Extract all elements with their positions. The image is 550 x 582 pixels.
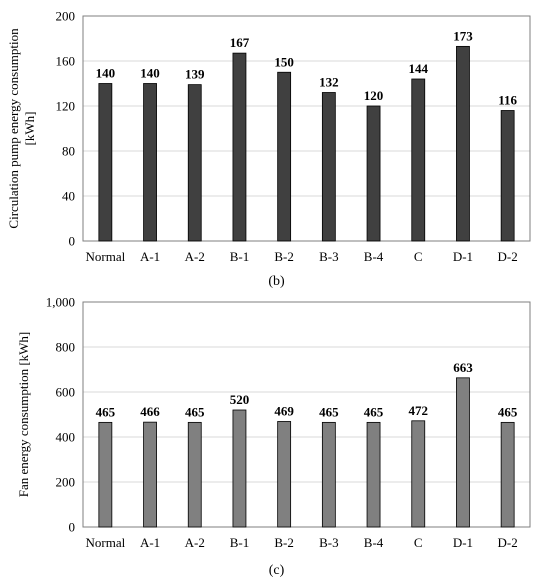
x-tick-label: B-1 (230, 535, 250, 550)
x-tick-label: A-2 (185, 535, 205, 550)
plot-frame (82, 15, 531, 242)
y-tick-label: 120 (56, 99, 76, 114)
bar-B-2 (277, 421, 292, 528)
bar-B-2 (277, 71, 292, 242)
y-tick-label: 0 (69, 234, 76, 249)
x-tick-label: A-1 (140, 535, 160, 550)
data-label: 465 (498, 404, 518, 419)
bar-D-1 (456, 45, 470, 242)
bar-A-1 (143, 83, 157, 242)
data-label: 466 (140, 404, 160, 419)
panel-label: (c) (269, 563, 285, 578)
x-tick-label: D-1 (453, 249, 473, 264)
data-label: 139 (185, 67, 205, 82)
y-tick-label: 400 (56, 430, 76, 445)
data-label: 173 (453, 28, 473, 43)
data-label: 120 (364, 88, 384, 103)
x-tick-label: C (414, 535, 423, 550)
bar-C (411, 78, 426, 242)
y-tick-label: 600 (56, 385, 76, 400)
plot-frame (82, 301, 531, 528)
bar-B-3 (321, 421, 336, 528)
data-label: 140 (140, 66, 160, 81)
x-tick-label: B-2 (274, 535, 294, 550)
x-tick-label: B-4 (364, 535, 384, 550)
data-label: 472 (409, 403, 429, 418)
y-tick-label: 80 (62, 144, 75, 159)
bar-D-2 (500, 421, 515, 528)
chart-panel-1: 0 40 80 120 160 200 140 Normal 140 A-1 139 A-2 167 B-… (6, 9, 531, 289)
x-tick-label: C (414, 249, 423, 264)
bar-Normal (98, 421, 113, 528)
data-label: 663 (453, 360, 473, 375)
bar-Normal (98, 83, 113, 242)
y-axis-label: Circulation pump energy consumption[kWh] (6, 28, 37, 229)
data-label: 520 (230, 392, 250, 407)
bar-A-1 (143, 421, 157, 528)
data-label: 150 (274, 54, 294, 69)
data-label: 465 (96, 404, 116, 419)
bar-C (411, 420, 426, 528)
bar-B-4 (366, 105, 381, 242)
x-tick-label: B-4 (364, 249, 384, 264)
y-tick-label: 200 (56, 475, 76, 490)
bar-A-2 (187, 421, 202, 528)
bar-B-3 (321, 92, 336, 242)
y-tick-label: 200 (56, 9, 76, 24)
x-tick-label: D-1 (453, 535, 473, 550)
y-tick-label: 800 (56, 340, 76, 355)
data-label: 132 (319, 75, 339, 90)
data-label: 465 (319, 404, 339, 419)
bar-A-2 (187, 84, 202, 242)
y-tick-label: 1,000 (46, 295, 75, 310)
x-tick-label: A-2 (185, 249, 205, 264)
x-tick-label: Normal (85, 249, 125, 264)
bar-B-1 (232, 52, 247, 242)
x-tick-label: D-2 (498, 249, 518, 264)
bar-D-2 (500, 110, 515, 242)
x-tick-label: B-3 (319, 535, 339, 550)
data-label: 469 (274, 403, 294, 418)
bar-B-1 (232, 409, 247, 528)
bar-B-4 (366, 421, 381, 528)
data-label: 465 (185, 404, 205, 419)
panel-label: (b) (268, 274, 285, 289)
chart-panel-2: 0 200 400 600 800 1,000 465 Normal 466 A-1 465 A-2 5… (16, 295, 531, 578)
data-label: 167 (230, 35, 250, 50)
x-tick-label: B-1 (230, 249, 250, 264)
data-label: 140 (96, 66, 116, 81)
data-label: 116 (498, 93, 517, 108)
y-tick-label: 40 (62, 189, 75, 204)
y-tick-label: 160 (56, 54, 76, 69)
y-axis-label: Fan energy consumption [kWh] (16, 332, 31, 497)
x-tick-label: Normal (85, 535, 125, 550)
data-label: 465 (364, 404, 384, 419)
x-tick-label: B-3 (319, 249, 339, 264)
x-tick-label: A-1 (140, 249, 160, 264)
x-tick-label: B-2 (274, 249, 294, 264)
y-tick-label: 0 (69, 520, 76, 535)
x-tick-label: D-2 (498, 535, 518, 550)
bar-D-1 (456, 377, 470, 528)
data-label: 144 (409, 61, 429, 76)
